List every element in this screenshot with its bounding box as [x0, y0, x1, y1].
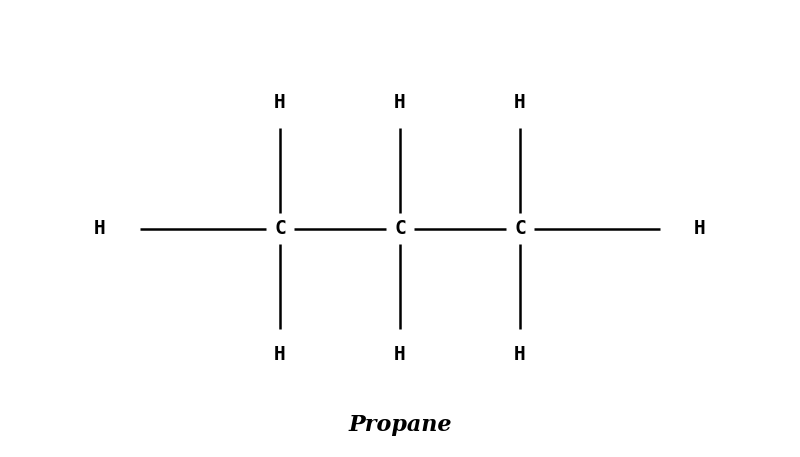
Text: C: C	[274, 219, 286, 238]
Text: H: H	[694, 219, 706, 238]
Text: Propane: Propane	[348, 414, 452, 436]
Text: H: H	[394, 345, 406, 364]
Text: H: H	[514, 345, 526, 364]
Text: H: H	[394, 93, 406, 112]
Text: C: C	[394, 219, 406, 238]
Text: H: H	[94, 219, 106, 238]
Text: H: H	[274, 345, 286, 364]
Text: H: H	[274, 93, 286, 112]
Text: H: H	[514, 93, 526, 112]
Text: C: C	[514, 219, 526, 238]
